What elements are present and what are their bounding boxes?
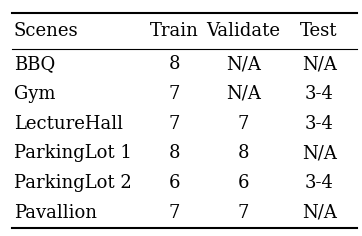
Text: 6: 6 xyxy=(237,174,249,192)
Text: Gym: Gym xyxy=(14,85,55,103)
Text: 7: 7 xyxy=(169,85,180,103)
Text: 8: 8 xyxy=(168,55,180,73)
Text: Pavallion: Pavallion xyxy=(14,204,97,222)
Text: Test: Test xyxy=(300,22,338,40)
Text: 3-4: 3-4 xyxy=(305,85,333,103)
Text: 6: 6 xyxy=(168,174,180,192)
Text: 7: 7 xyxy=(237,204,249,222)
Text: Validate: Validate xyxy=(206,22,280,40)
Text: N/A: N/A xyxy=(226,55,261,73)
Text: 3-4: 3-4 xyxy=(305,114,333,133)
Text: 7: 7 xyxy=(237,114,249,133)
Text: N/A: N/A xyxy=(226,85,261,103)
Text: 7: 7 xyxy=(169,114,180,133)
Text: N/A: N/A xyxy=(302,55,337,73)
Text: ParkingLot 1: ParkingLot 1 xyxy=(14,144,132,162)
Text: LectureHall: LectureHall xyxy=(14,114,123,133)
Text: N/A: N/A xyxy=(302,204,337,222)
Text: ParkingLot 2: ParkingLot 2 xyxy=(14,174,132,192)
Text: BBQ: BBQ xyxy=(14,55,55,73)
Text: Train: Train xyxy=(150,22,199,40)
Text: N/A: N/A xyxy=(302,144,337,162)
Text: 8: 8 xyxy=(237,144,249,162)
Text: Scenes: Scenes xyxy=(14,22,79,40)
Text: 3-4: 3-4 xyxy=(305,174,333,192)
Text: 8: 8 xyxy=(168,144,180,162)
Text: 7: 7 xyxy=(169,204,180,222)
